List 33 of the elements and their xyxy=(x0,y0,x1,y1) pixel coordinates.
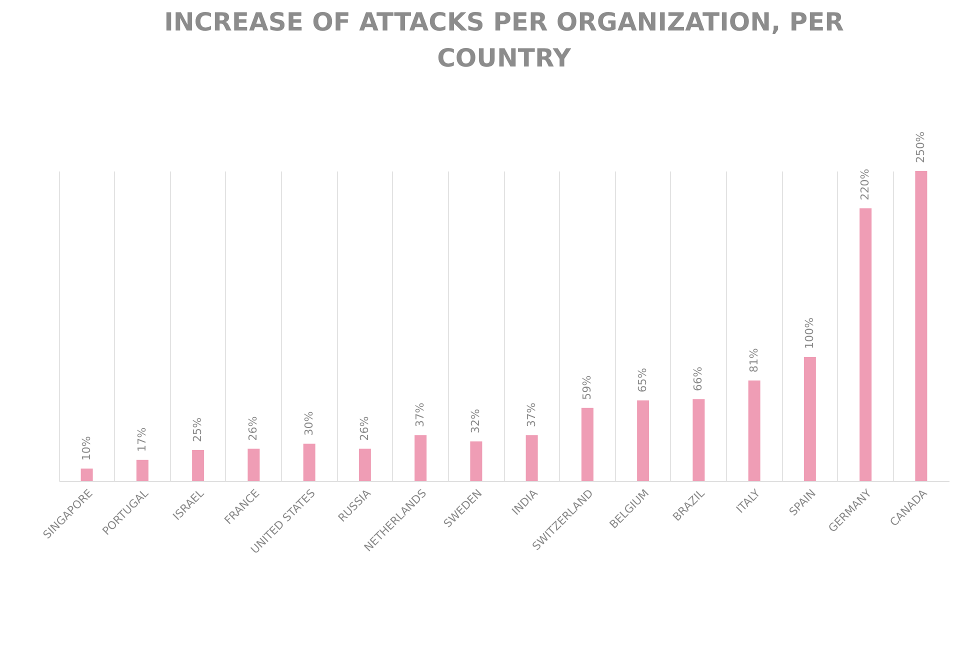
data-label: 26% xyxy=(246,416,260,441)
data-label: 66% xyxy=(692,366,705,392)
bar xyxy=(248,448,260,481)
bar xyxy=(915,171,928,481)
bar xyxy=(748,380,760,481)
data-label: 26% xyxy=(358,416,371,441)
data-label: 81% xyxy=(747,348,760,373)
bar xyxy=(581,408,594,481)
data-label: 37% xyxy=(524,402,538,428)
bar xyxy=(637,400,650,481)
bar xyxy=(358,448,371,481)
chart-title: INCREASE OF ATTACKS PER ORGANIZATION, PER COUNTRY xyxy=(164,8,844,73)
bar xyxy=(136,460,148,481)
data-label: 100% xyxy=(802,318,816,349)
bar xyxy=(303,444,316,481)
bar xyxy=(692,399,705,481)
bar xyxy=(860,208,872,481)
bar xyxy=(414,435,427,481)
bar xyxy=(192,450,204,481)
data-label: 32% xyxy=(469,408,482,434)
data-label: 17% xyxy=(135,427,148,452)
data-label: 10% xyxy=(80,436,93,461)
data-label: 220% xyxy=(858,168,872,200)
data-label: 59% xyxy=(580,375,594,400)
data-label: 250% xyxy=(914,132,928,163)
data-label: 37% xyxy=(414,402,427,428)
bar xyxy=(804,357,816,481)
data-label: 65% xyxy=(636,368,650,392)
data-label: 30% xyxy=(302,411,316,436)
data-label: 25% xyxy=(191,418,204,442)
bar xyxy=(526,435,538,481)
bar xyxy=(80,468,93,481)
bar xyxy=(470,441,482,481)
